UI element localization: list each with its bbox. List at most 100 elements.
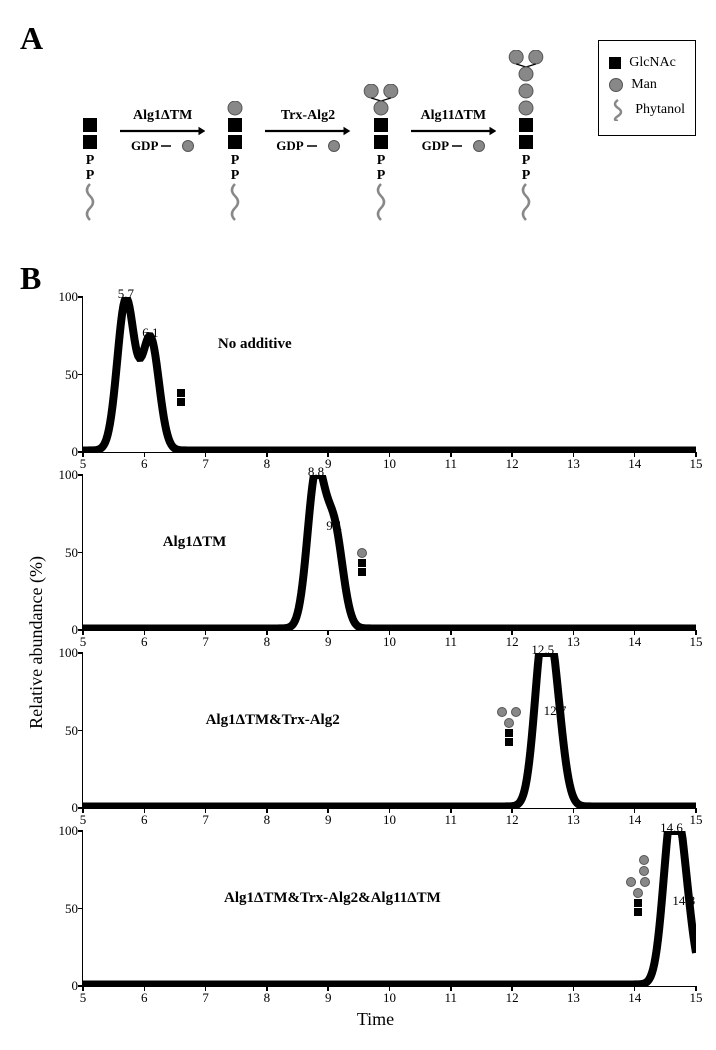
- chromatogram-chart: 0501005678910111213141514.614.8Alg1ΔTM&T…: [82, 831, 696, 987]
- x-tick-mark: [695, 630, 697, 635]
- x-tick-label: 14: [628, 990, 641, 1006]
- x-tick-label: 15: [690, 990, 703, 1006]
- svg-text:P: P: [376, 168, 385, 183]
- glycan-icon: PP: [60, 118, 120, 224]
- x-tick-mark: [695, 808, 697, 813]
- x-tick-label: 7: [202, 634, 209, 650]
- legend-row: Man: [609, 77, 685, 93]
- x-tick-mark: [695, 986, 697, 991]
- x-tick-mark: [82, 452, 84, 457]
- glcnac-icon: [609, 57, 621, 69]
- x-tick-label: 11: [445, 634, 458, 650]
- x-tick-mark: [327, 630, 329, 635]
- x-axis-label: Time: [55, 1009, 696, 1030]
- x-tick-mark: [327, 986, 329, 991]
- x-tick-label: 15: [690, 634, 703, 650]
- glycan-column: PP: [351, 84, 411, 224]
- x-tick-mark: [82, 986, 84, 991]
- y-tick-label: 100: [48, 823, 78, 839]
- panel-a: A PP Alg1ΔTM GDP PP Trx-Alg2 GDP PP: [20, 20, 696, 250]
- x-tick-mark: [327, 452, 329, 457]
- enzyme-label: Alg1ΔTM: [133, 108, 192, 124]
- glycan-column: PP: [205, 101, 265, 224]
- panel-b: B Relative abundance (%) 050100567891011…: [20, 260, 696, 1030]
- y-tick-label: 0: [48, 800, 78, 816]
- y-tick-label: 100: [48, 289, 78, 305]
- svg-text:P: P: [376, 153, 385, 168]
- y-tick-label: 50: [48, 901, 78, 917]
- peak-label: 9.1: [326, 518, 342, 534]
- glycan-mini-icon: [497, 707, 521, 746]
- x-tick-label: 13: [567, 812, 580, 828]
- man-icon: [609, 78, 623, 92]
- y-axis-label: Relative abundance (%): [20, 556, 47, 729]
- x-tick-mark: [205, 808, 207, 813]
- peak-label: 14.8: [672, 893, 695, 909]
- glycan-column: PP: [60, 118, 120, 224]
- y-tick-label: 50: [48, 723, 78, 739]
- x-tick-label: 6: [141, 456, 148, 472]
- chromatogram-chart: 050100567891011121314155.76.1No additive: [82, 297, 696, 453]
- x-tick-label: 10: [383, 990, 396, 1006]
- trace-line: [83, 297, 696, 452]
- x-tick-mark: [634, 808, 636, 813]
- condition-label: Alg1ΔTM&Trx-Alg2: [206, 712, 340, 729]
- reaction-schema: PP Alg1ΔTM GDP PP Trx-Alg2 GDP PP Alg11Δ: [60, 50, 556, 224]
- x-tick-mark: [511, 808, 513, 813]
- x-tick-mark: [205, 986, 207, 991]
- y-tick-label: 50: [48, 367, 78, 383]
- x-tick-label: 11: [445, 990, 458, 1006]
- x-tick-mark: [144, 986, 146, 991]
- x-tick-mark: [450, 986, 452, 991]
- x-tick-mark: [450, 808, 452, 813]
- x-tick-label: 11: [445, 812, 458, 828]
- chromatogram-chart: 0501005678910111213141512.512.7Alg1ΔTM&T…: [82, 653, 696, 809]
- x-tick-label: 15: [690, 812, 703, 828]
- x-tick-mark: [511, 986, 513, 991]
- y-tick-label: 100: [48, 645, 78, 661]
- x-tick-mark: [573, 808, 575, 813]
- x-tick-label: 11: [445, 456, 458, 472]
- y-tick-label: 0: [48, 978, 78, 994]
- x-tick-label: 14: [628, 634, 641, 650]
- glycan-icon: PP: [496, 50, 556, 224]
- donor-label: GDP: [422, 138, 485, 154]
- x-tick-mark: [82, 808, 84, 813]
- svg-text:P: P: [522, 153, 531, 168]
- x-tick-mark: [389, 808, 391, 813]
- x-tick-mark: [144, 808, 146, 813]
- peak-label: 5.7: [118, 286, 134, 302]
- x-tick-mark: [144, 452, 146, 457]
- y-tick-label: 50: [48, 545, 78, 561]
- glycan-mini-icon: [626, 855, 650, 916]
- x-tick-label: 5: [80, 456, 87, 472]
- arrow-icon: [265, 124, 350, 138]
- x-tick-label: 7: [202, 990, 209, 1006]
- svg-text:P: P: [522, 168, 531, 183]
- glycan-icon: PP: [351, 84, 411, 224]
- x-tick-label: 6: [141, 634, 148, 650]
- x-tick-label: 13: [567, 634, 580, 650]
- legend-text: Man: [631, 77, 657, 93]
- x-tick-label: 14: [628, 456, 641, 472]
- x-tick-label: 7: [202, 812, 209, 828]
- x-tick-label: 14: [628, 812, 641, 828]
- glycan-icon: PP: [205, 101, 265, 224]
- reaction-arrow: Alg11ΔTM GDP: [411, 108, 496, 224]
- charts-container: 050100567891011121314155.76.1No additive…: [47, 297, 696, 987]
- x-tick-mark: [389, 452, 391, 457]
- donor-label: GDP: [131, 138, 194, 154]
- x-tick-label: 12: [506, 812, 519, 828]
- reaction-arrow: Trx-Alg2 GDP: [265, 108, 350, 224]
- x-tick-label: 8: [264, 456, 271, 472]
- x-tick-label: 9: [325, 990, 332, 1006]
- x-tick-mark: [266, 630, 268, 635]
- x-tick-label: 5: [80, 990, 87, 1006]
- x-tick-mark: [573, 630, 575, 635]
- x-tick-label: 12: [506, 456, 519, 472]
- svg-text:P: P: [231, 153, 240, 168]
- glycan-column: PP: [496, 50, 556, 224]
- x-tick-label: 13: [567, 990, 580, 1006]
- condition-label: Alg1ΔTM&Trx-Alg2&Alg11ΔTM: [224, 890, 441, 907]
- x-tick-mark: [327, 808, 329, 813]
